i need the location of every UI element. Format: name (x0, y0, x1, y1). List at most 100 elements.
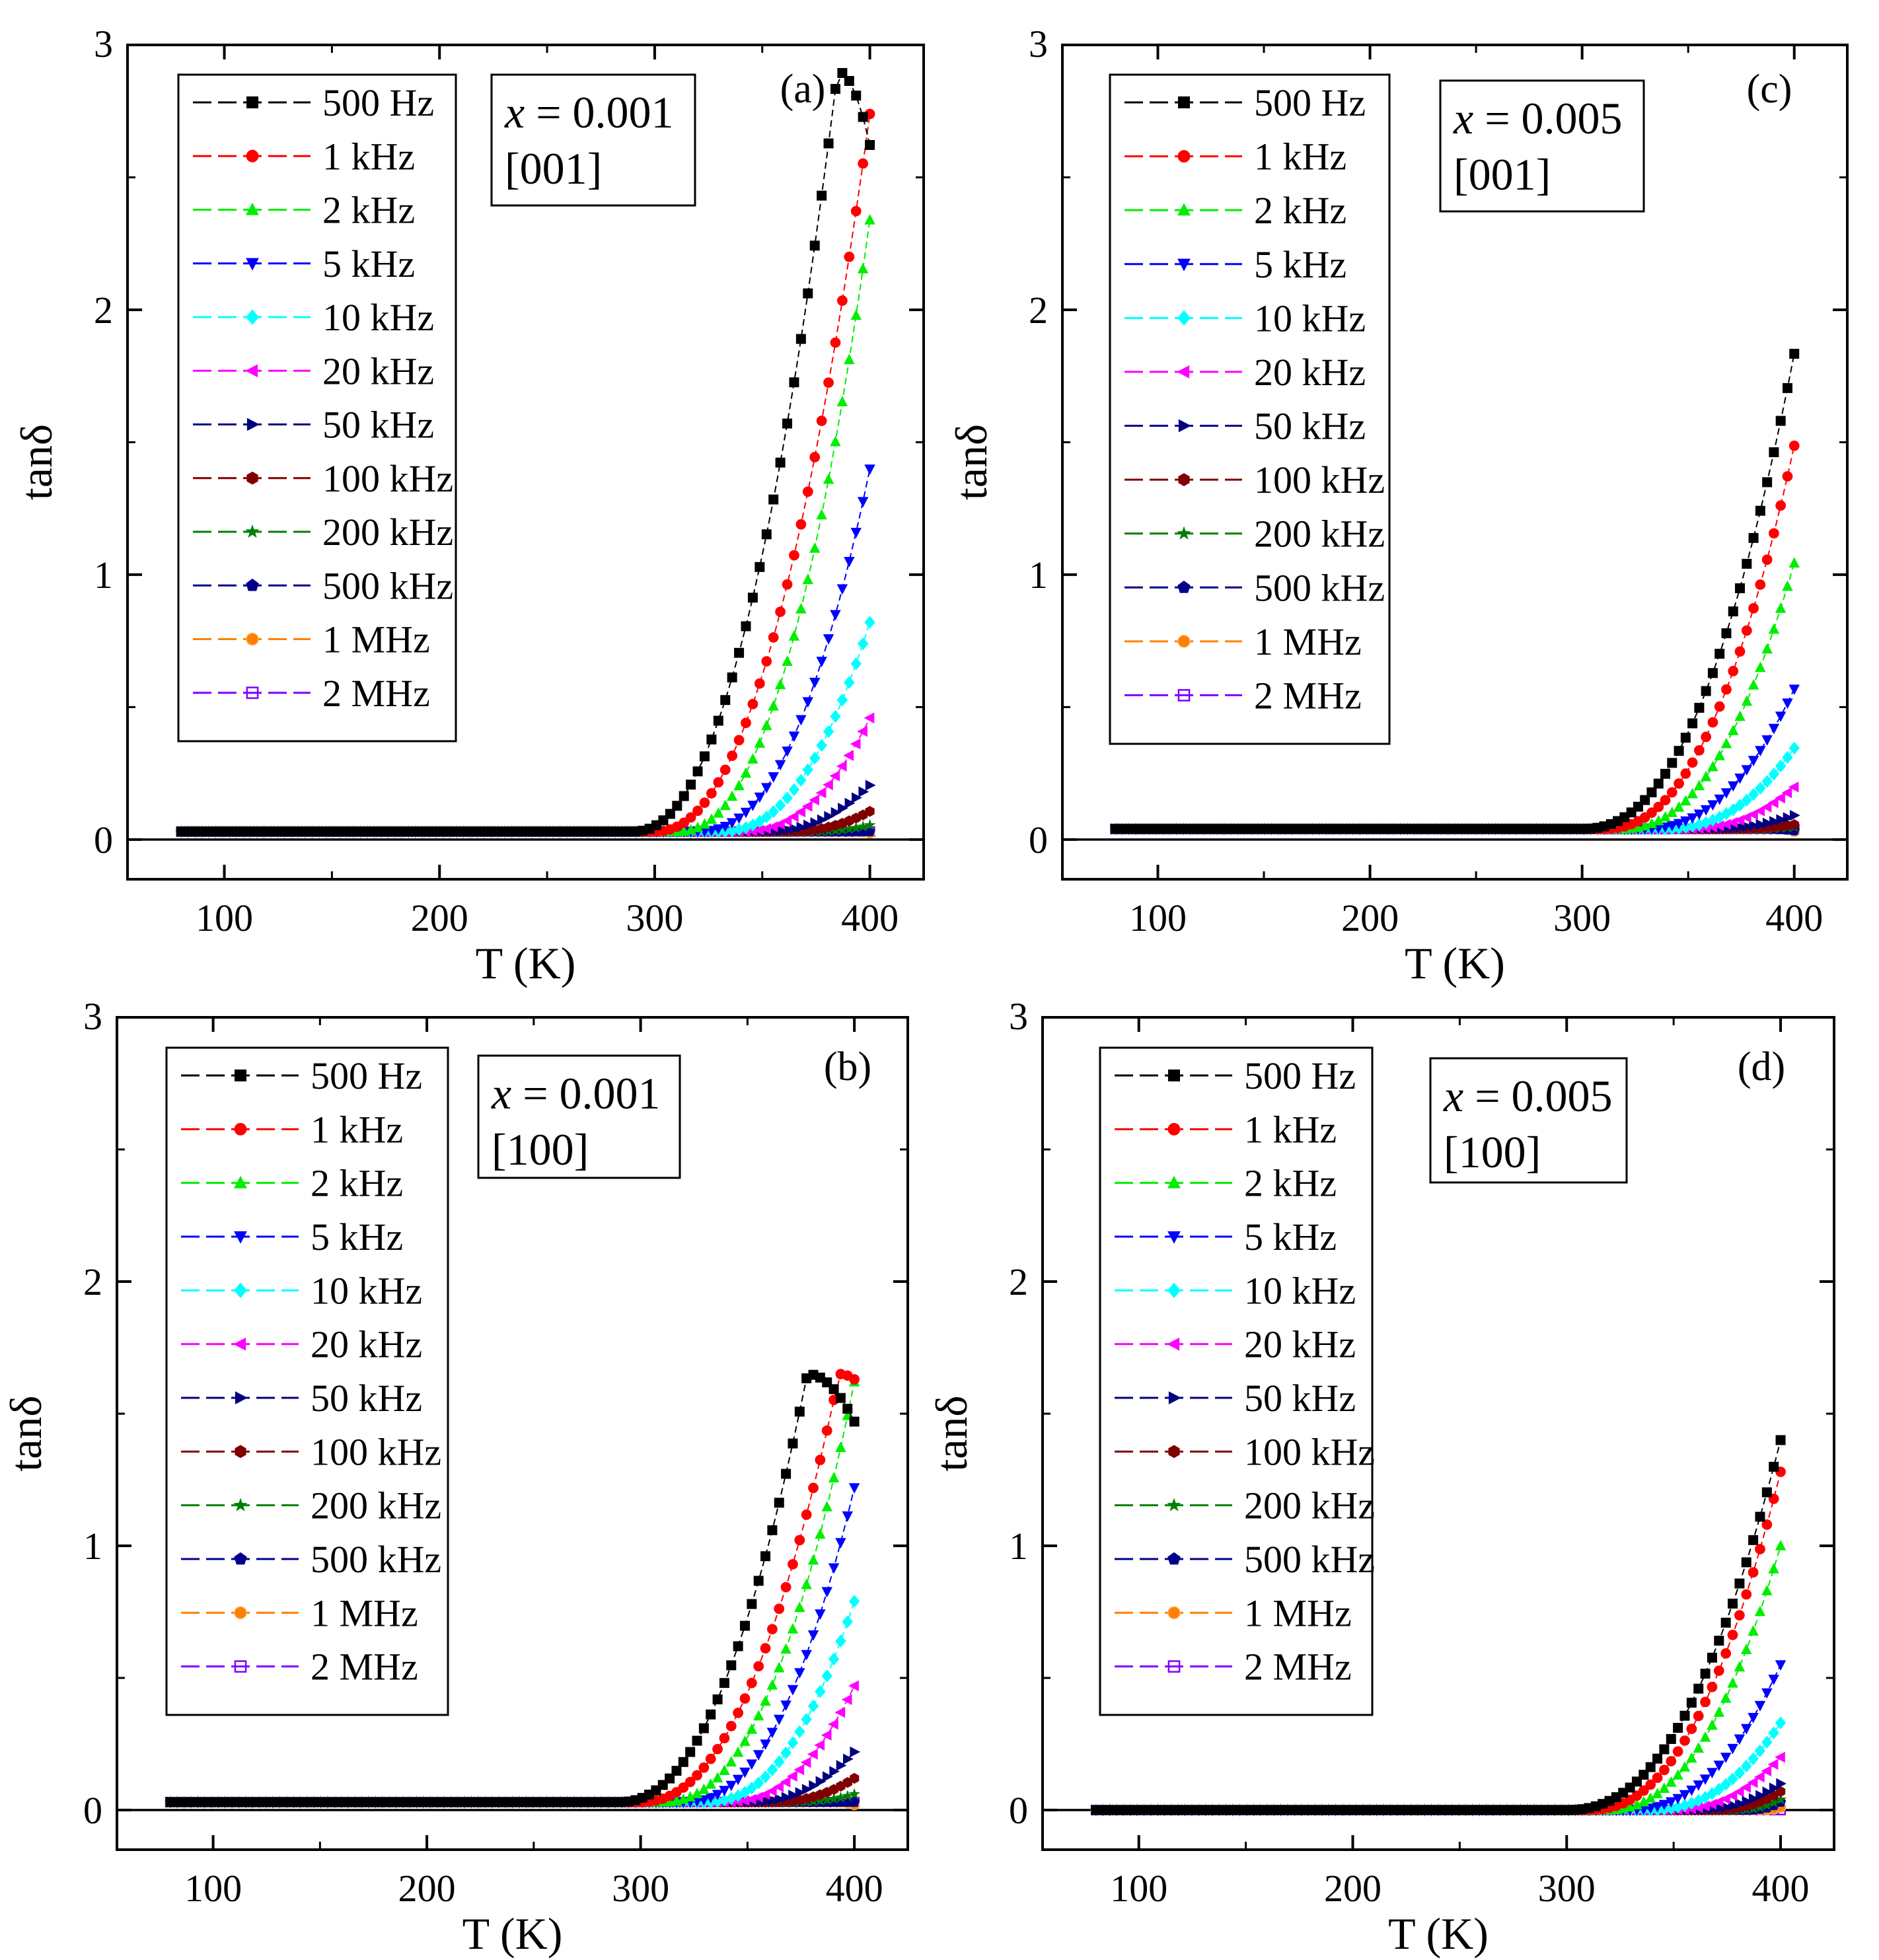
data-point (706, 787, 717, 799)
data-point (1653, 778, 1664, 789)
legend-label: 2 kHz (1254, 189, 1346, 232)
data-point (1728, 725, 1739, 735)
plot-frame (126, 44, 925, 881)
data-point (768, 772, 779, 783)
data-point (767, 1525, 778, 1535)
data-point (807, 1630, 819, 1641)
data-point (837, 295, 848, 307)
data-point (1694, 744, 1705, 756)
composition-label: x = 0.005 (1453, 93, 1623, 143)
data-point (836, 823, 848, 835)
legend-entry: 5 kHz (193, 242, 415, 285)
legend-entry: 50 kHz (193, 404, 434, 447)
legend-marker (234, 1122, 247, 1136)
data-point (802, 697, 813, 708)
y-tick-label: 1 (1029, 554, 1048, 597)
legend-marker (246, 258, 259, 271)
data-point (781, 1469, 792, 1479)
y-tick-label: 2 (83, 1260, 102, 1303)
legend-label: 1 kHz (1254, 135, 1346, 178)
data-point (843, 822, 856, 834)
data-point (821, 1729, 832, 1741)
data-point (774, 678, 786, 690)
data-point (844, 353, 855, 365)
data-point (1761, 554, 1773, 565)
x-tick-label: 300 (1553, 896, 1611, 939)
composition-label: x = 0.001 (491, 1068, 661, 1118)
data-point (830, 337, 841, 348)
data-point (801, 1713, 812, 1726)
data-point (828, 1472, 840, 1483)
data-point (775, 457, 786, 468)
data-point (699, 797, 710, 809)
data-point (795, 806, 806, 818)
data-point (1775, 711, 1787, 722)
data-point (1742, 558, 1752, 569)
legend-marker (235, 1070, 246, 1081)
data-point (830, 84, 840, 94)
data-point (780, 1581, 792, 1593)
data-point (828, 1652, 840, 1666)
data-point (823, 377, 834, 388)
data-point (842, 1511, 853, 1522)
data-point (1741, 625, 1752, 636)
legend-marker (246, 686, 259, 700)
data-point (1667, 758, 1677, 768)
data-point (1734, 1734, 1746, 1745)
data-point (766, 1679, 778, 1690)
data-point (692, 805, 703, 817)
data-point (795, 519, 807, 530)
data-point (788, 783, 800, 797)
data-point (801, 1650, 812, 1661)
data-point (726, 824, 738, 838)
data-point (698, 1762, 710, 1773)
data-point (699, 826, 710, 838)
legend-label: 50 kHz (311, 1377, 422, 1420)
data-point (741, 717, 751, 729)
data-point (692, 766, 703, 777)
data-point (740, 807, 752, 818)
legend-label: 10 kHz (322, 296, 434, 339)
legend-label: 500 Hz (322, 81, 434, 124)
data-point (685, 812, 696, 823)
x-axis-label: T (K) (462, 1908, 563, 1959)
x-axis-label: T (K) (476, 938, 576, 988)
data-point (816, 509, 827, 520)
legend-marker (246, 471, 258, 485)
legend-label: 200 kHz (322, 511, 453, 554)
direction-label: [100] (492, 1124, 589, 1175)
data-point (836, 694, 848, 707)
legend-label: 5 kHz (322, 242, 415, 285)
data-point (767, 1624, 778, 1635)
x-tick-label: 100 (1110, 1867, 1167, 1910)
y-axis-label: tanδ (926, 1395, 976, 1471)
data-point (794, 1406, 805, 1417)
data-point (775, 606, 786, 617)
data-point (801, 801, 813, 812)
data-point (766, 1727, 778, 1739)
data-point (857, 497, 869, 508)
data-point (1735, 583, 1746, 593)
legend-label: 10 kHz (311, 1269, 422, 1312)
legend-label: 100 kHz (322, 457, 453, 500)
data-point (725, 1721, 737, 1731)
y-axis-label: tanδ (1, 1395, 51, 1471)
data-point (774, 1603, 785, 1615)
data-point (761, 719, 772, 731)
data-point (1782, 471, 1793, 482)
data-point (865, 139, 875, 150)
data-point (850, 738, 861, 750)
data-point (782, 746, 793, 757)
data-point (843, 750, 854, 761)
data-point (746, 1723, 758, 1734)
data-point (1687, 757, 1698, 768)
y-axis-label: tanδ (946, 424, 996, 500)
data-point (803, 288, 813, 299)
data-point (740, 767, 752, 778)
data-point (858, 158, 869, 169)
data-point (768, 700, 779, 711)
y-tick-label: 3 (1029, 22, 1048, 65)
data-point (774, 799, 786, 812)
data-point (1755, 579, 1766, 590)
